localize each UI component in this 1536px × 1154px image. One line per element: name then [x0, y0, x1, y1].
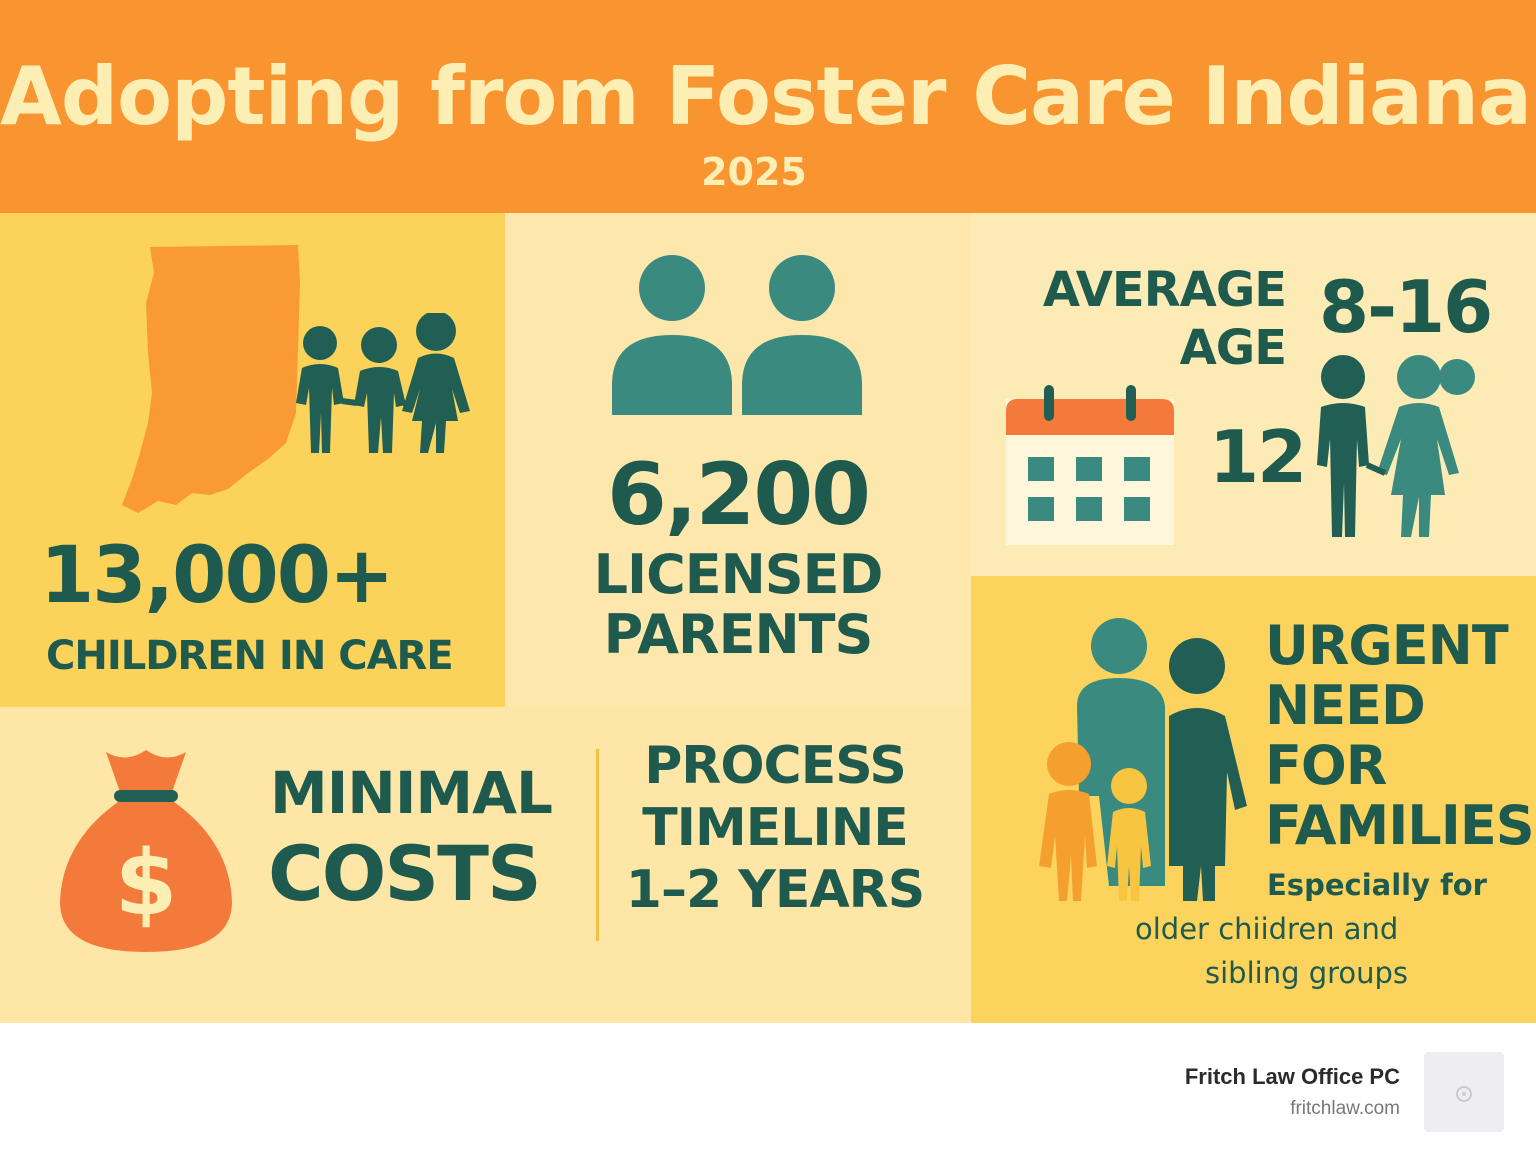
children-label: CHILDREN IN CARE: [46, 633, 454, 679]
urgent-sub3: sibling groups: [1205, 956, 1409, 990]
footer: [0, 1023, 1536, 1154]
urgent-need-text: URGENT NEED FOR FAMILIES: [1265, 614, 1535, 857]
urgent-sub2: older chiidren and: [1135, 912, 1399, 946]
two-people-icon: [612, 255, 862, 415]
average-age-label-line1: AVERAGE: [1042, 262, 1287, 318]
cost-line1: MINIMAL: [270, 759, 553, 827]
header-banner: [0, 0, 1536, 213]
timeline-line1: PROCESS: [644, 736, 907, 796]
timeline-text: PROCESS TIMELINE 1–2 YEARS: [600, 735, 950, 921]
family-icon: [1039, 618, 1247, 901]
children-in-care-panel: 13,000+ CHILDREN IN CARE: [0, 213, 505, 707]
logo-icon: [1424, 1052, 1504, 1132]
timeline-line2: TIMELINE: [642, 798, 909, 858]
parents-label-line1: LICENSED: [593, 543, 884, 606]
parents-label: LICENSED PARENTS: [505, 545, 971, 665]
average-age-value: 12: [1209, 415, 1307, 499]
year-label: 2025: [701, 150, 807, 194]
average-age-panel: AVERAGE AGE 8-16 12: [971, 213, 1536, 576]
average-age-label: AVERAGE AGE: [1042, 261, 1287, 377]
urgent-line3: FOR: [1265, 734, 1387, 797]
page-title: Adopting from Foster Care Indiana: [0, 50, 1532, 143]
urgent-line2: NEED: [1265, 674, 1426, 737]
svg-text:$: $: [115, 831, 178, 936]
children-group-icon: [296, 313, 470, 453]
average-age-label-line2: AGE: [1179, 320, 1287, 376]
timeline-line3: 1–2 YEARS: [625, 860, 925, 920]
urgent-line1: URGENT: [1265, 614, 1509, 677]
parents-label-line2: PARENTS: [603, 603, 874, 666]
urgent-need-panel: URGENT NEED FOR FAMILIES Especially for …: [971, 576, 1536, 1023]
urgent-line4: FAMILIES: [1265, 794, 1535, 857]
website-link[interactable]: fritchlaw.com: [1290, 1098, 1400, 1119]
costs-timeline-panel: $ MINIMAL COSTS PROCESS TIMELINE 1–2 YEA…: [0, 707, 971, 1023]
urgent-sub1: Especially for: [1267, 868, 1487, 902]
calendar-icon: [1006, 385, 1174, 545]
age-range: 8-16: [1319, 265, 1493, 349]
cost-line2: COSTS: [268, 829, 542, 918]
company-name: Fritch Law Office PC: [1184, 1064, 1400, 1089]
parents-count: 6,200: [606, 445, 871, 545]
children-count: 13,000+: [40, 531, 394, 621]
money-bag-icon: $: [60, 750, 232, 952]
licensed-parents-panel: 6,200 LICENSED PARENTS: [505, 213, 971, 707]
indiana-map-icon: [122, 245, 300, 513]
boy-girl-icon: [1317, 355, 1475, 537]
divider: [596, 749, 599, 941]
